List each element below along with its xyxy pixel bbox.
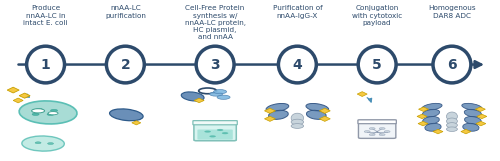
- Polygon shape: [320, 116, 330, 121]
- Polygon shape: [264, 116, 276, 121]
- Ellipse shape: [422, 109, 440, 117]
- Circle shape: [48, 112, 58, 115]
- Ellipse shape: [446, 112, 458, 121]
- Circle shape: [369, 128, 375, 129]
- Polygon shape: [194, 98, 204, 103]
- Ellipse shape: [26, 46, 64, 83]
- Polygon shape: [19, 93, 30, 98]
- Circle shape: [35, 142, 41, 144]
- Polygon shape: [476, 107, 486, 111]
- Ellipse shape: [266, 104, 289, 112]
- Polygon shape: [433, 129, 443, 134]
- Circle shape: [379, 128, 385, 129]
- Circle shape: [364, 131, 370, 133]
- Ellipse shape: [306, 110, 326, 119]
- Ellipse shape: [196, 46, 234, 83]
- Polygon shape: [477, 114, 487, 119]
- Ellipse shape: [182, 92, 204, 101]
- Polygon shape: [418, 121, 428, 126]
- Ellipse shape: [422, 103, 442, 110]
- FancyBboxPatch shape: [193, 121, 238, 125]
- Polygon shape: [320, 108, 330, 113]
- Text: 2: 2: [120, 57, 130, 71]
- Ellipse shape: [433, 46, 471, 83]
- Ellipse shape: [446, 123, 458, 128]
- Circle shape: [210, 135, 216, 137]
- Circle shape: [214, 90, 226, 94]
- Polygon shape: [461, 129, 471, 134]
- Circle shape: [222, 132, 228, 134]
- Text: Conjugation
with cytotoxic
payload: Conjugation with cytotoxic payload: [352, 5, 403, 26]
- Ellipse shape: [19, 101, 77, 124]
- Circle shape: [36, 108, 43, 111]
- Polygon shape: [418, 107, 428, 111]
- Ellipse shape: [462, 103, 482, 110]
- Ellipse shape: [291, 119, 304, 125]
- Text: 6: 6: [447, 57, 457, 71]
- Polygon shape: [357, 92, 367, 96]
- Circle shape: [217, 95, 230, 99]
- Ellipse shape: [22, 136, 64, 151]
- Text: 5: 5: [372, 57, 382, 71]
- FancyBboxPatch shape: [198, 129, 233, 140]
- Ellipse shape: [306, 104, 328, 112]
- Circle shape: [48, 143, 54, 145]
- Circle shape: [32, 109, 44, 113]
- Ellipse shape: [422, 117, 440, 124]
- Circle shape: [210, 92, 222, 96]
- Ellipse shape: [446, 127, 458, 131]
- Polygon shape: [264, 108, 276, 113]
- Circle shape: [198, 88, 216, 94]
- Circle shape: [379, 134, 385, 136]
- Text: 1: 1: [40, 57, 50, 71]
- Circle shape: [32, 113, 39, 115]
- Text: Cell-Free Protein
synthesis w/
nnAA-LC protein,
HC plasmid,
and nnAA: Cell-Free Protein synthesis w/ nnAA-LC p…: [184, 5, 246, 40]
- Ellipse shape: [464, 109, 481, 117]
- Text: 3: 3: [210, 57, 220, 71]
- Polygon shape: [476, 121, 486, 126]
- Ellipse shape: [425, 123, 441, 131]
- Text: Purification of
nnAA-IgG-X: Purification of nnAA-IgG-X: [272, 5, 322, 19]
- Ellipse shape: [462, 123, 479, 131]
- Text: Produce
nnAA-LC in
intact E. coli: Produce nnAA-LC in intact E. coli: [24, 5, 68, 26]
- Polygon shape: [417, 114, 427, 119]
- Text: nnAA-LC
purification: nnAA-LC purification: [105, 5, 146, 19]
- Text: 4: 4: [292, 57, 302, 71]
- Ellipse shape: [106, 46, 144, 83]
- FancyBboxPatch shape: [358, 120, 397, 124]
- Ellipse shape: [358, 46, 396, 83]
- Ellipse shape: [291, 113, 304, 123]
- Circle shape: [50, 109, 58, 112]
- Circle shape: [384, 131, 390, 133]
- Circle shape: [204, 131, 211, 133]
- FancyBboxPatch shape: [194, 121, 236, 141]
- Polygon shape: [132, 121, 141, 125]
- FancyBboxPatch shape: [358, 120, 396, 138]
- Circle shape: [369, 134, 375, 136]
- Circle shape: [47, 113, 54, 115]
- Ellipse shape: [464, 117, 481, 124]
- Ellipse shape: [291, 124, 304, 128]
- Ellipse shape: [268, 110, 288, 119]
- Ellipse shape: [110, 109, 143, 121]
- Circle shape: [217, 129, 224, 131]
- Ellipse shape: [278, 46, 316, 83]
- Text: Homogenous
DAR8 ADC: Homogenous DAR8 ADC: [428, 5, 476, 19]
- Ellipse shape: [446, 118, 458, 124]
- Polygon shape: [13, 98, 23, 103]
- Polygon shape: [7, 87, 19, 93]
